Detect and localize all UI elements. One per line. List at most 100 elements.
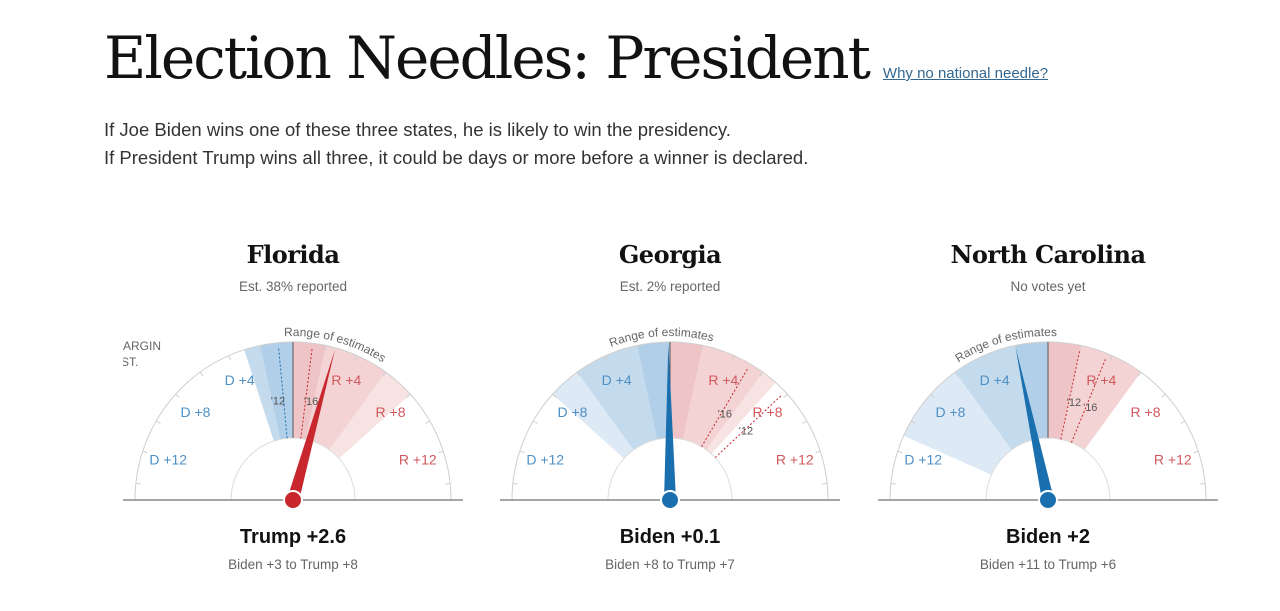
needle-hub [283,490,303,510]
margin-tick-label: D +12 [149,451,187,467]
estimate-band-segment [1060,345,1141,450]
gauge-tick [155,420,161,424]
margin-tick-label: D +8 [558,404,588,420]
prior-result-line [701,368,748,447]
page-title: Election Needles: President [104,24,871,92]
state-name: Florida [246,240,340,269]
needle-result: Biden +2 [1006,526,1090,548]
gauge-tick [1079,345,1082,351]
margin-tick-label: D +4 [602,372,632,388]
gauge-tick [199,371,204,377]
intro-line-1: If Joe Biden wins one of these three sta… [104,119,731,140]
estimate-band-segment [293,342,326,440]
estimate-band-segment [955,345,1036,450]
gauge-tick [1161,393,1166,398]
gauge-tick [406,393,411,398]
margin-tick-label: R +8 [1131,404,1161,420]
prior-result-label: '16 [718,408,732,420]
gauge-tick [445,482,451,485]
prior-result-label: '12 [739,425,753,437]
gauge-tick [815,450,821,454]
state-reported-status: Est. 38% reported [238,279,348,294]
gauge-tick [259,345,262,351]
estimate-band-segment [260,342,293,440]
needle-range: Biden +11 to Trump +6 [979,557,1117,572]
gauge-tick [1193,450,1199,454]
gauge-tick [731,355,735,361]
gauge-tick [1109,355,1113,361]
gauge-tick [382,371,387,377]
gauge-tick [354,355,358,361]
gauge-tick [759,371,764,377]
needle-pointer [287,349,335,502]
gauge-tick [425,420,431,424]
margin-est-label-line2: EST. [123,355,138,369]
gauge-tick [701,345,704,351]
margin-tick-label: D +4 [225,372,255,388]
gauge-tick [324,345,327,351]
needle-result: Trump +2.6 [239,526,347,548]
margin-tick-label: R +12 [399,451,437,467]
margin-tick-label: D +8 [936,404,966,420]
why-no-national-needle-link[interactable]: Why no national needle? [882,65,1049,82]
estimate-band-segment [903,372,1012,475]
estimate-band-segment [552,372,634,459]
gauge-tick [228,355,232,361]
margin-tick-label: R +12 [1154,451,1192,467]
estimate-band-segment [706,372,776,454]
margin-tick-label: R +12 [776,451,814,467]
gauge-tick [783,393,788,398]
margin-tick-label: D +12 [904,451,942,467]
gauge-tick [532,420,538,424]
prior-result-line [1060,351,1081,440]
prior-result-line [300,349,313,439]
prior-result-label: '16 [304,396,318,408]
estimate-band-segment [244,345,281,442]
gauge-tick [512,482,518,485]
prior-result-line [714,395,782,458]
prior-result-label: '16 [1083,402,1097,414]
estimate-band-segment [670,342,703,440]
gauge-tick [438,450,444,454]
margin-tick-label: R +8 [753,404,783,420]
state-name: North Carolina [950,240,1146,269]
intro-line-2: If President Trump wins all three, it co… [104,147,809,168]
gauge-tick [636,345,639,351]
estimate-band-segment [1048,342,1081,440]
gauge-tick [175,393,180,398]
estimate-band-segment [637,342,670,440]
state-card-georgia: Georgia Est. 2% reported '12 '16 D +12 D +8… [500,236,840,572]
gauge-tick [930,393,935,398]
needle-hub [1038,490,1058,510]
gauge-tick [802,420,808,424]
needle-range: Biden +8 to Trump +7 [605,557,735,572]
prior-result-label: '12 [271,395,285,407]
state-reported-status: Est. 2% reported [619,279,721,294]
estimate-band-segment [329,372,411,459]
gauge-tick [890,482,896,485]
gauge-tick [983,355,987,361]
estimate-band-segment [682,345,763,450]
margin-est-label-line1: MARGIN [123,339,161,353]
gauge-tick [605,355,609,361]
state-card-north-carolina: North Carolina No votes yet '12'16 D +12 D… [878,236,1218,572]
gauge-tick [576,371,581,377]
prior-result-line [1070,359,1106,443]
prior-result-label: '12 [1067,397,1081,409]
needle-pointer [664,344,676,501]
gauge-tick [822,482,828,485]
needle-result: Biden +0.1 [619,526,721,548]
title-row: Election Needles: President Why no natio… [104,24,1048,92]
margin-tick-label: R +4 [1086,372,1116,388]
gauge-tick [954,371,959,377]
prior-result-line [278,348,288,439]
estimate-band-segment [1015,342,1048,440]
state-card-florida: Florida Est. 38% reported '12 '16 D +12 D +… [123,236,463,572]
estimate-band-segment [577,345,658,450]
needle-range: Biden +3 to Trump +8 [228,557,358,572]
margin-tick-label: R +8 [376,404,406,420]
margin-tick-label: R +4 [708,372,738,388]
